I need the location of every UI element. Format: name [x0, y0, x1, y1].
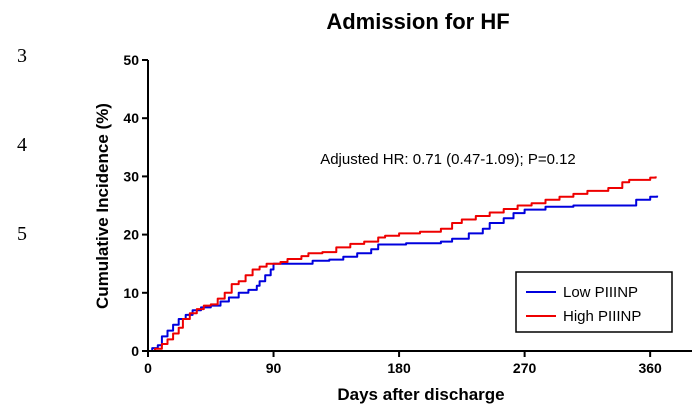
legend: Low PIIINP High PIIINP [515, 271, 673, 333]
y-tick-label: 20 [123, 227, 139, 243]
ticks: 0 10 20 30 40 50 0 90 180 270 360 [123, 52, 662, 376]
side-number: 3 [17, 45, 27, 67]
x-tick-label: 270 [513, 360, 537, 376]
series-line-low [148, 195, 659, 352]
y-tick-label: 40 [123, 110, 139, 126]
x-tick-label: 0 [144, 360, 152, 376]
legend-label-high: High PIIINP [563, 308, 641, 325]
axes [147, 60, 692, 352]
y-tick-label: 0 [131, 343, 139, 359]
chart-title: Admission for HF [326, 9, 509, 34]
legend-label-low: Low PIIINP [563, 284, 638, 301]
side-number: 5 [17, 223, 27, 245]
x-axis-label: Days after discharge [337, 385, 504, 404]
legend-box [515, 271, 673, 333]
y-tick-label: 50 [123, 52, 139, 68]
series-layer [148, 176, 659, 352]
y-tick-label: 10 [123, 285, 139, 301]
side-number: 4 [17, 134, 27, 156]
y-tick-label: 30 [123, 168, 139, 184]
x-tick-label: 90 [266, 360, 282, 376]
series-line-high [148, 176, 657, 352]
x-tick-label: 360 [638, 360, 662, 376]
annotation: Adjusted HR: 0.71 (0.47-1.09); P=0.12 [320, 151, 576, 168]
x-tick-label: 180 [387, 360, 411, 376]
y-axis-label: Cumulative Incidence (%) [93, 103, 112, 309]
